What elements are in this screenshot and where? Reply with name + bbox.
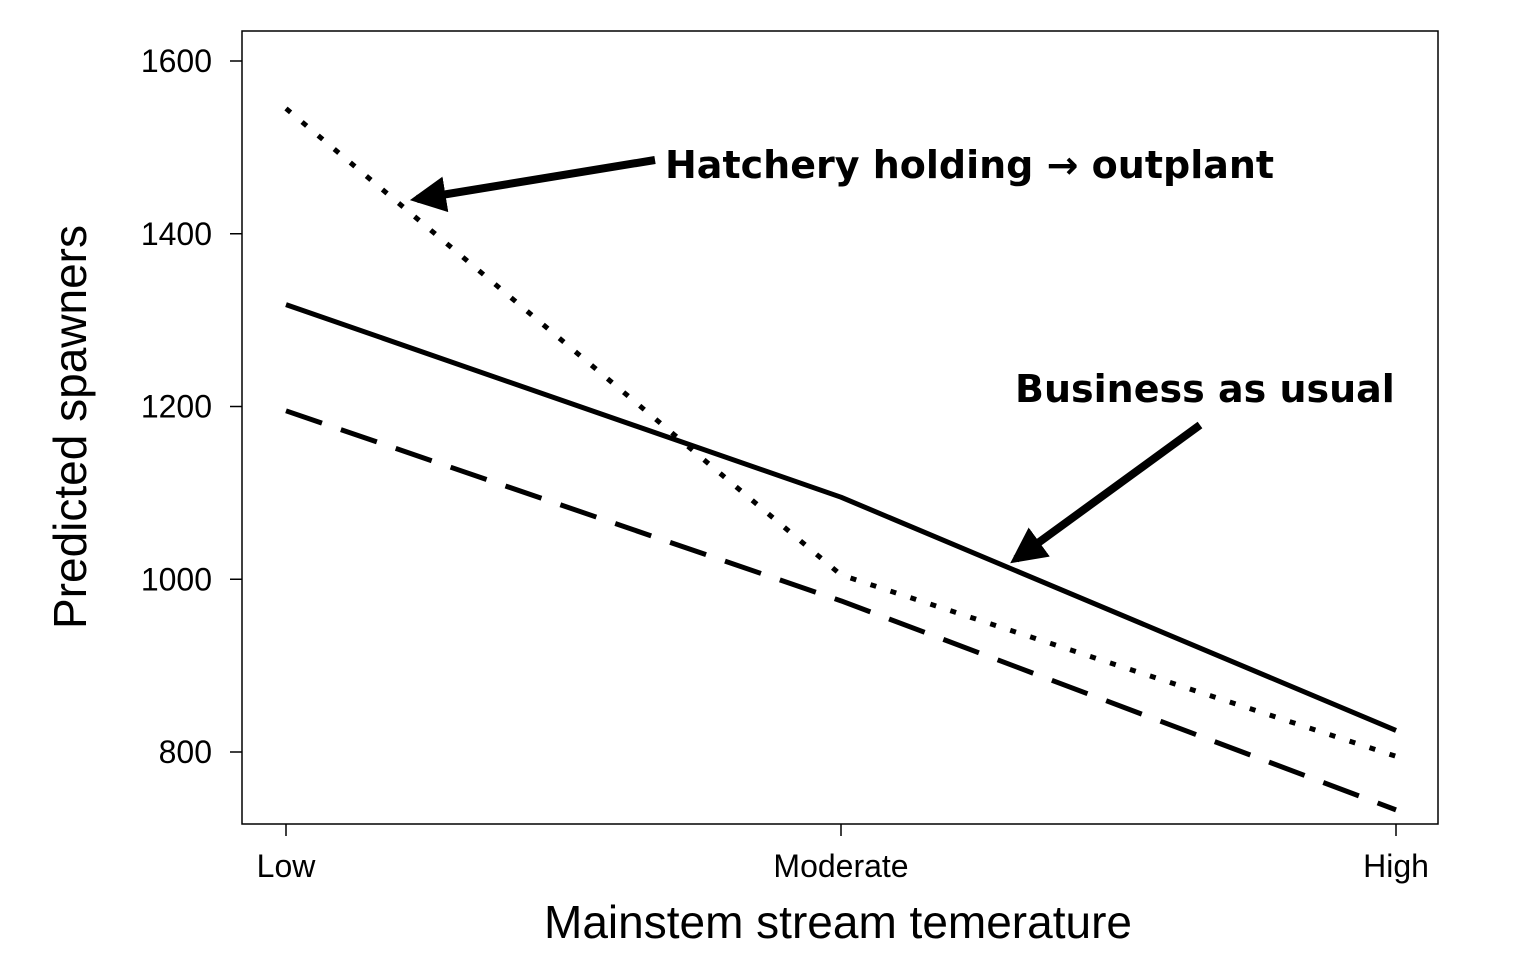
series-line-dashed <box>285 408 1397 813</box>
y-axis: 800 1000 1200 1400 1600 <box>141 43 242 770</box>
x-tick-label-low: Low <box>257 848 317 884</box>
x-tick-label-moderate: Moderate <box>773 848 908 884</box>
series-layer <box>284 106 1397 813</box>
series-line-dotted <box>284 106 1397 759</box>
y-axis-title: Predicted spawners <box>44 225 96 629</box>
y-tick-label-1400: 1400 <box>141 216 212 252</box>
annotation-hatchery-arrow <box>409 156 656 213</box>
x-tick-label-high: High <box>1363 848 1429 884</box>
annotation-business-label: Business as usual <box>1015 367 1395 411</box>
y-tick-label-1200: 1200 <box>141 389 212 425</box>
annotation-hatchery-label: Hatchery holding → outplant <box>665 143 1274 187</box>
plot-frame <box>241 30 1439 825</box>
x-axis-title: Mainstem stream temerature <box>544 896 1132 948</box>
x-axis: Low Moderate High <box>257 824 1429 884</box>
annotation-business-arrow <box>1010 421 1203 564</box>
y-tick-label-1000: 1000 <box>141 561 212 597</box>
y-tick-label-1600: 1600 <box>141 43 212 79</box>
y-tick-label-800: 800 <box>159 734 212 770</box>
